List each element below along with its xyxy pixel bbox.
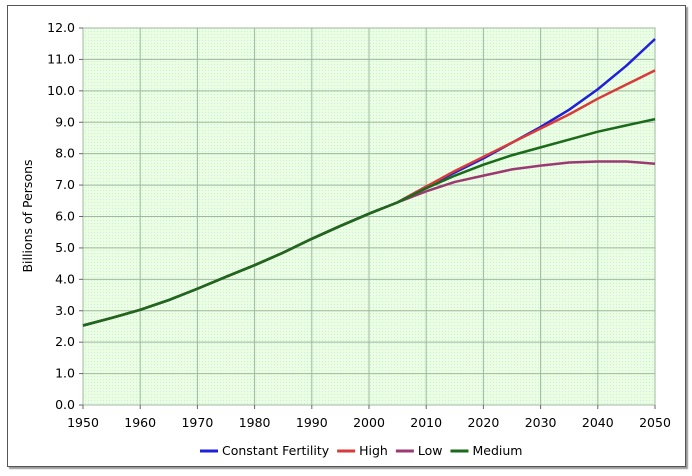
x-tick-label: 1960 <box>124 415 156 430</box>
y-tick-label: 12.0 <box>47 20 75 35</box>
y-tick-label: 4.0 <box>55 271 75 286</box>
legend-label: Low <box>418 443 443 458</box>
y-axis-label: Billions of Persons <box>20 159 35 272</box>
y-tick-label: 1.0 <box>55 366 75 381</box>
x-tick-label: 2010 <box>410 415 442 430</box>
y-tick-label: 10.0 <box>47 83 75 98</box>
y-tick-label: 8.0 <box>55 146 75 161</box>
x-tick-label: 1950 <box>67 415 99 430</box>
x-tick-label: 2050 <box>639 415 671 430</box>
y-tick-label: 5.0 <box>55 240 75 255</box>
y-tick-label: 2.0 <box>55 334 75 349</box>
legend-label: Medium <box>472 443 522 458</box>
series-line-medium <box>82 117 656 327</box>
legend-label: Constant Fertility <box>222 443 330 458</box>
x-tick-label: 1990 <box>296 415 328 430</box>
x-tick-label: 2020 <box>467 415 499 430</box>
x-tick-label: 2000 <box>353 415 385 430</box>
x-tick-label: 2030 <box>525 415 557 430</box>
x-tick-label: 1980 <box>239 415 271 430</box>
y-tick-label: 9.0 <box>55 114 75 129</box>
y-tick-label: 7.0 <box>55 177 75 192</box>
y-tick-label: 3.0 <box>55 303 75 318</box>
x-tick-label: 2040 <box>582 415 614 430</box>
y-tick-label: 6.0 <box>55 209 75 224</box>
y-tick-label: 11.0 <box>47 51 75 66</box>
x-tick-label: 1970 <box>181 415 213 430</box>
y-tick-label: 0.0 <box>55 397 75 412</box>
legend-label: High <box>359 443 388 458</box>
